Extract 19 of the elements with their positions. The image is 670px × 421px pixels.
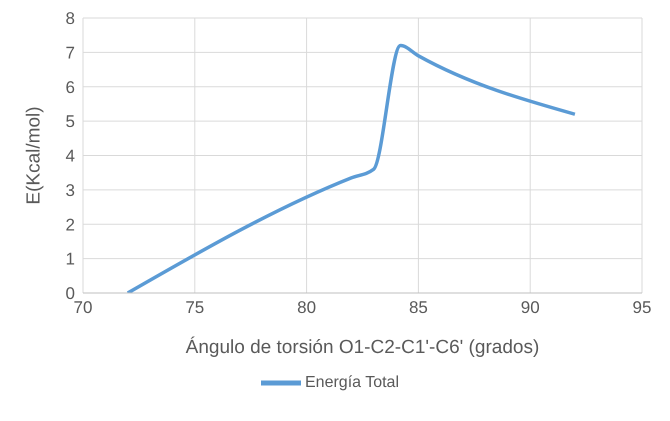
- y-tick-label: 5: [66, 112, 75, 132]
- x-tick-label: 95: [632, 298, 652, 318]
- x-tick-label: 85: [408, 298, 428, 318]
- y-tick-label: 1: [66, 250, 75, 269]
- x-tick-label: 90: [520, 298, 540, 318]
- x-axis-title: Ángulo de torsión O1-C2-C1'-C6' (grados): [186, 336, 540, 358]
- y-tick-label: 7: [66, 43, 75, 62]
- x-tick-label: 70: [74, 298, 92, 318]
- y-axis-title: E(Kcal/mol): [24, 106, 45, 205]
- y-tick-label: 3: [66, 180, 75, 200]
- y-tick-label: 8: [66, 9, 75, 28]
- line-series: [126, 44, 577, 293]
- y-tick-label: 0: [66, 284, 75, 304]
- legend-label: Energía Total: [305, 374, 399, 392]
- y-tick-label: 2: [66, 215, 75, 234]
- x-tick-label: 75: [185, 298, 204, 318]
- y-tick-label: 6: [66, 78, 75, 97]
- y-tick-label: 4: [66, 146, 75, 166]
- x-tick-label: 80: [297, 298, 316, 318]
